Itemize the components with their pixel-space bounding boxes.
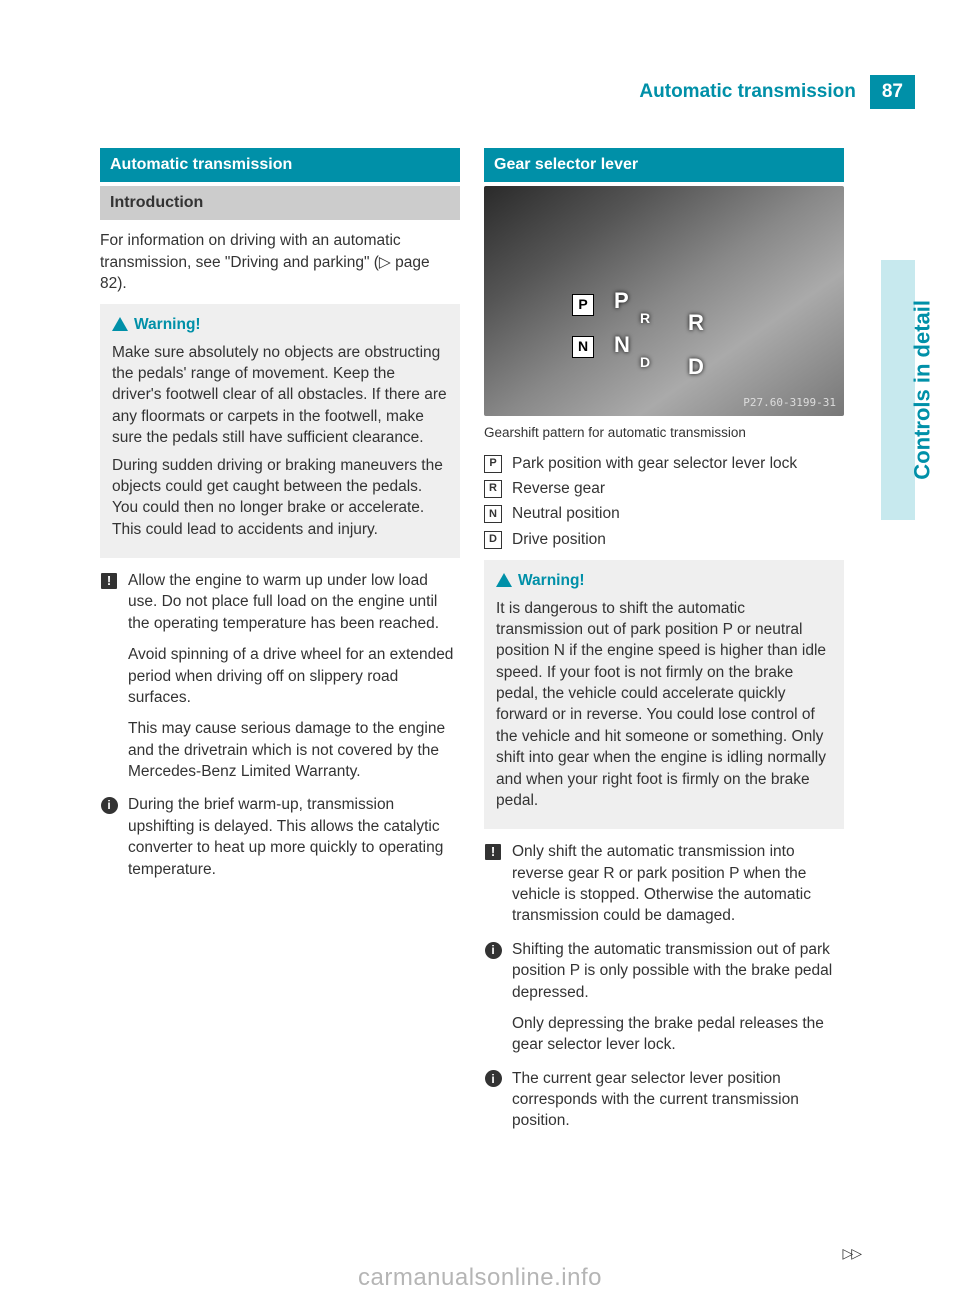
manual-page: Automatic transmission 87 Controls in de…: [0, 0, 960, 1302]
warning-text: During sudden driving or braking maneuve…: [112, 455, 448, 541]
figure-code: P27.60-3199-31: [743, 395, 836, 410]
gear-small-d: D: [640, 353, 650, 372]
note-body: Shifting the automatic transmission out …: [512, 939, 844, 1056]
warning-text: It is dangerous to shift the automatic t…: [496, 598, 832, 812]
figure-caption: Gearshift pattern for automatic transmis…: [484, 424, 844, 443]
gear-desc: Park position with gear selector lever l…: [512, 453, 797, 474]
warning-label: Warning!: [518, 570, 585, 591]
note-body: Allow the engine to warm up under low lo…: [128, 570, 460, 782]
heading-teal-right: Gear selector lever: [484, 148, 844, 182]
note-text: Avoid spinning of a drive wheel for an e…: [128, 644, 460, 708]
section-side-label: Controls in detail: [910, 300, 936, 480]
warning-box-left: Warning! Make sure absolutely no objects…: [100, 304, 460, 558]
gear-marker-p: P: [572, 294, 594, 316]
exclamation-icon: !: [100, 570, 118, 782]
info-icon: i: [100, 794, 118, 880]
info-icon: i: [484, 1068, 502, 1132]
note-body: The current gear selector lever position…: [512, 1068, 844, 1132]
gear-symbol: R: [484, 480, 502, 498]
caution-note: ! Allow the engine to warm up under low …: [100, 570, 460, 782]
warning-triangle-icon: [496, 573, 512, 587]
gear-marker-n: N: [572, 336, 594, 358]
info-note: i During the brief warm-up, transmission…: [100, 794, 460, 880]
heading-teal-left: Automatic transmission: [100, 148, 460, 182]
gear-row-p: P Park position with gear selector lever…: [484, 453, 844, 474]
gear-desc: Drive position: [512, 529, 606, 550]
gear-desc: Neutral position: [512, 503, 620, 524]
gear-small-r: R: [640, 309, 650, 328]
note-text: Only shift the automatic transmission in…: [512, 841, 844, 927]
exclamation-icon: !: [484, 841, 502, 927]
note-body: During the brief warm-up, transmission u…: [128, 794, 460, 880]
intro-paragraph: For information on driving with an autom…: [100, 230, 460, 294]
note-text: Allow the engine to warm up under low lo…: [128, 570, 460, 634]
page-number: 87: [870, 75, 915, 109]
gear-symbol: P: [484, 455, 502, 473]
warning-text: Make sure absolutely no objects are obst…: [112, 342, 448, 449]
note-text: Shifting the automatic transmission out …: [512, 939, 844, 1003]
heading-gray-left: Introduction: [100, 186, 460, 220]
header-title: Automatic transmission: [639, 75, 869, 109]
gear-letter-n: N: [614, 330, 630, 360]
note-text: This may cause serious damage to the eng…: [128, 718, 460, 782]
gear-legend: P Park position with gear selector lever…: [484, 453, 844, 551]
right-column: Gear selector lever P N P N R D R D P27.…: [484, 148, 844, 1144]
gear-symbol: D: [484, 531, 502, 549]
page-header: Automatic transmission 87: [639, 75, 915, 109]
watermark: carmanualsonline.info: [0, 1264, 960, 1292]
gearshift-figure: P N P N R D R D P27.60-3199-31: [484, 186, 844, 416]
warning-heading: Warning!: [496, 570, 832, 591]
info-note: i The current gear selector lever positi…: [484, 1068, 844, 1132]
gear-letter-d: D: [688, 352, 704, 382]
gear-row-n: N Neutral position: [484, 503, 844, 524]
note-text: Only depressing the brake pedal releases…: [512, 1013, 844, 1056]
warning-box-right: Warning! It is dangerous to shift the au…: [484, 560, 844, 829]
caution-note: ! Only shift the automatic transmission …: [484, 841, 844, 927]
continue-marker: ▷▷: [842, 1245, 860, 1262]
info-note: i Shifting the automatic transmission ou…: [484, 939, 844, 1056]
note-text: During the brief warm-up, transmission u…: [128, 794, 460, 880]
gear-row-d: D Drive position: [484, 529, 844, 550]
gear-row-r: R Reverse gear: [484, 478, 844, 499]
warning-heading: Warning!: [112, 314, 448, 335]
note-body: Only shift the automatic transmission in…: [512, 841, 844, 927]
warning-label: Warning!: [134, 314, 201, 335]
content-columns: Automatic transmission Introduction For …: [100, 148, 844, 1144]
warning-triangle-icon: [112, 317, 128, 331]
gear-letter-r: R: [688, 308, 704, 338]
gear-letter-p: P: [614, 286, 629, 316]
info-icon: i: [484, 939, 502, 1056]
gear-desc: Reverse gear: [512, 478, 605, 499]
note-text: The current gear selector lever position…: [512, 1068, 844, 1132]
gear-symbol: N: [484, 505, 502, 523]
left-column: Automatic transmission Introduction For …: [100, 148, 460, 1144]
